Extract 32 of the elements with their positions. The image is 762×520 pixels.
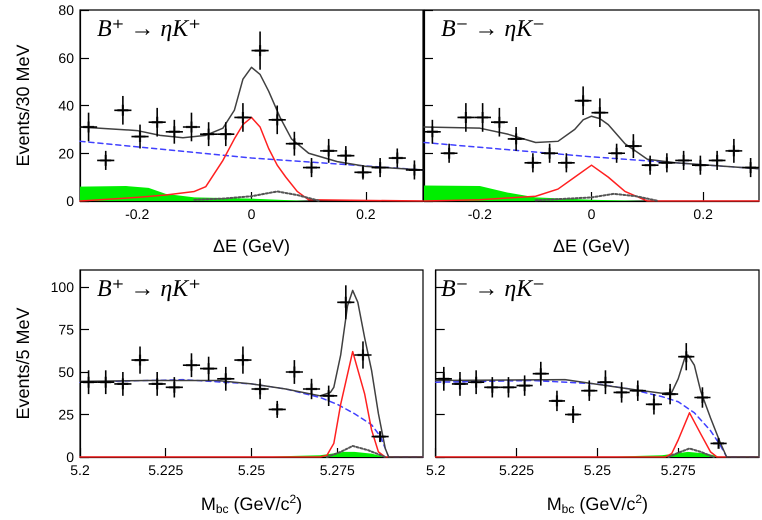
y-tick-label: 20 — [58, 145, 74, 162]
y-tick-label: 0 — [66, 449, 74, 465]
x-axis-title: ΔE (GeV) — [212, 236, 290, 256]
chart-title: B⁺ → ηK⁺ — [97, 16, 201, 42]
y-axis-title: Events/30 MeV — [13, 44, 33, 167]
x-tick-label: 0 — [588, 206, 596, 222]
x-tick-label: -0.2 — [125, 206, 150, 222]
chart-title: B⁻ → ηK⁻ — [441, 16, 545, 42]
x-tick-label: 5.2 — [426, 462, 446, 478]
x-tick-label: 0.2 — [693, 206, 714, 222]
x-tick-label: 5.2 — [70, 462, 90, 478]
y-tick-label: 25 — [58, 406, 74, 422]
y-tick-label: 40 — [58, 98, 74, 114]
x-tick-label: 0 — [248, 206, 256, 222]
y-tick-label: 60 — [58, 50, 74, 66]
x-axis-title: ΔE (GeV) — [552, 236, 630, 256]
y-tick-label: 75 — [58, 322, 74, 338]
y-tick-label: 80 — [58, 2, 74, 18]
x-tick-label: -0.2 — [468, 206, 492, 222]
chart-title: B⁺ → ηK⁺ — [97, 276, 201, 302]
y-tick-label: 50 — [58, 364, 74, 380]
y-tick-label: 0 — [66, 193, 74, 209]
y-axis-title: Events/5 MeV — [13, 307, 33, 420]
x-tick-label: 5.25 — [584, 462, 612, 478]
y-tick-label: 100 — [50, 279, 74, 295]
x-tick-label: 5.225 — [499, 462, 534, 478]
chart-title: B⁻ → ηK⁻ — [441, 276, 545, 302]
x-tick-label: 5.275 — [660, 462, 696, 478]
x-tick-label: 0.2 — [356, 206, 376, 222]
x-tick-label: 5.275 — [320, 462, 355, 478]
x-tick-label: 5.225 — [148, 462, 184, 478]
x-tick-label: 5.25 — [238, 462, 266, 478]
